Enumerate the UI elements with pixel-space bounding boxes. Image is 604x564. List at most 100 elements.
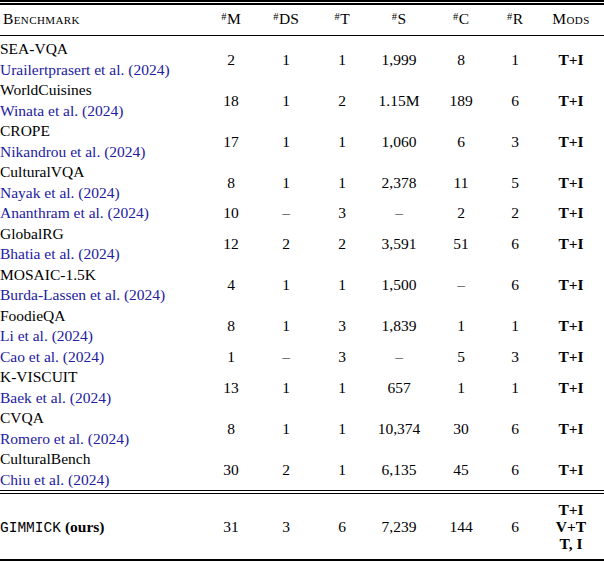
cell-models: 8 bbox=[206, 162, 256, 203]
citation-link[interactable]: Li et al. (2024) bbox=[0, 326, 206, 347]
benchmark-comparison-table: Benchmark #M #DS #T #S #C #R Mods SEA-VQ… bbox=[0, 0, 604, 564]
cell-samples: 3,591 bbox=[368, 224, 430, 265]
cell-regions: 6 bbox=[492, 80, 538, 121]
cell-countries: 45 bbox=[430, 449, 492, 492]
column-header-benchmark: Benchmark bbox=[0, 3, 206, 36]
cell-tasks: 1 bbox=[316, 367, 368, 408]
cell-models: 2 bbox=[206, 36, 256, 81]
citation-link[interactable]: Cao et al. (2024) bbox=[0, 347, 206, 368]
cell-mods: T+I bbox=[538, 121, 604, 162]
cell-countries: 1 bbox=[430, 306, 492, 347]
benchmark-cell: CROPE Nikandrou et al. (2024) bbox=[0, 121, 206, 162]
mods-line: T, I bbox=[538, 535, 604, 552]
benchmark-name: SEA-VQA bbox=[0, 39, 206, 60]
benchmark-name: CulturalVQA bbox=[0, 162, 206, 183]
benchmark-cell: Cao et al. (2024) bbox=[0, 347, 206, 368]
table: Benchmark #M #DS #T #S #C #R Mods SEA-VQ… bbox=[0, 0, 604, 561]
cell-samples: 657 bbox=[368, 367, 430, 408]
cell-countries: 8 bbox=[430, 36, 492, 81]
table-body: SEA-VQA Urailertprasert et al. (2024) 2 … bbox=[0, 36, 604, 493]
column-header-s: #S bbox=[368, 3, 430, 36]
cell-models: 8 bbox=[206, 306, 256, 347]
benchmark-cell: GlobalRG Bhatia et al. (2024) bbox=[0, 224, 206, 265]
cell-mods: T+I bbox=[538, 162, 604, 203]
benchmark-cell: CulturalVQA Nayak et al. (2024) bbox=[0, 162, 206, 203]
header-row: Benchmark #M #DS #T #S #C #R Mods bbox=[0, 3, 604, 36]
cell-regions: 3 bbox=[492, 121, 538, 162]
cell-mods: T+I bbox=[538, 36, 604, 81]
cell-models: 1 bbox=[206, 347, 256, 368]
cell-regions: 6 bbox=[492, 492, 538, 560]
citation-link[interactable]: Burda-Lassen et al. (2024) bbox=[0, 285, 206, 306]
citation-link[interactable]: Baek et al. (2024) bbox=[0, 388, 206, 409]
table-row: K-VISCUIT Baek et al. (2024) 13 1 1 657 … bbox=[0, 367, 604, 408]
cell-samples: 10,374 bbox=[368, 408, 430, 449]
benchmark-cell: MOSAIC-1.5K Burda-Lassen et al. (2024) bbox=[0, 265, 206, 306]
gimmick-benchmark-cell: GIMMICK(ours) bbox=[0, 492, 206, 560]
cell-samples: 7,239 bbox=[368, 492, 430, 560]
cell-datasets: 1 bbox=[256, 36, 316, 81]
table-row: SEA-VQA Urailertprasert et al. (2024) 2 … bbox=[0, 36, 604, 81]
cell-countries: 5 bbox=[430, 347, 492, 368]
cell-tasks: 1 bbox=[316, 265, 368, 306]
cell-countries: 1 bbox=[430, 367, 492, 408]
cell-tasks: 1 bbox=[316, 408, 368, 449]
cell-tasks: 1 bbox=[316, 162, 368, 203]
cell-mods: T+I bbox=[538, 203, 604, 224]
table-row: FoodieQA Li et al. (2024) 8 1 3 1,839 1 … bbox=[0, 306, 604, 347]
cell-samples: 2,378 bbox=[368, 162, 430, 203]
benchmark-name: CulturalBench bbox=[0, 449, 206, 470]
cell-tasks: 3 bbox=[316, 347, 368, 368]
benchmark-cell: K-VISCUIT Baek et al. (2024) bbox=[0, 367, 206, 408]
cell-tasks: 2 bbox=[316, 224, 368, 265]
table-row: CulturalVQA Nayak et al. (2024) 8 1 1 2,… bbox=[0, 162, 604, 203]
cell-samples: 1,500 bbox=[368, 265, 430, 306]
benchmark-cell: CulturalBench Chiu et al. (2024) bbox=[0, 449, 206, 492]
cell-datasets: 2 bbox=[256, 449, 316, 492]
cell-tasks: 3 bbox=[316, 203, 368, 224]
citation-link[interactable]: Ananthram et al. (2024) bbox=[0, 203, 206, 224]
cell-tasks: 3 bbox=[316, 306, 368, 347]
cell-samples: 1.15M bbox=[368, 80, 430, 121]
cell-countries: 30 bbox=[430, 408, 492, 449]
cell-datasets: – bbox=[256, 203, 316, 224]
mods-line: V+T bbox=[538, 518, 604, 535]
column-header-r: #R bbox=[492, 3, 538, 36]
citation-link[interactable]: Romero et al. (2024) bbox=[0, 429, 206, 450]
cell-countries: 6 bbox=[430, 121, 492, 162]
cell-mods: T+I bbox=[538, 408, 604, 449]
cell-regions: 1 bbox=[492, 367, 538, 408]
gimmick-row: GIMMICK(ours) 31 3 6 7,239 144 6 T+I V+T… bbox=[0, 492, 604, 560]
cell-samples: 1,060 bbox=[368, 121, 430, 162]
table-row: WorldCuisines Winata et al. (2024) 18 1 … bbox=[0, 80, 604, 121]
column-header-mods: Mods bbox=[538, 3, 604, 36]
cell-datasets: – bbox=[256, 347, 316, 368]
cell-regions: 1 bbox=[492, 306, 538, 347]
cell-regions: 3 bbox=[492, 347, 538, 368]
cell-models: 18 bbox=[206, 80, 256, 121]
cell-samples: – bbox=[368, 347, 430, 368]
cell-datasets: 3 bbox=[256, 492, 316, 560]
cell-models: 13 bbox=[206, 367, 256, 408]
cell-mods: T+I bbox=[538, 224, 604, 265]
table-row: Ananthram et al. (2024) 10 – 3 – 2 2 T+I bbox=[0, 203, 604, 224]
cell-samples: 6,135 bbox=[368, 449, 430, 492]
cell-datasets: 1 bbox=[256, 80, 316, 121]
benchmark-cell: SEA-VQA Urailertprasert et al. (2024) bbox=[0, 36, 206, 81]
citation-link[interactable]: Chiu et al. (2024) bbox=[0, 470, 206, 491]
cell-regions: 2 bbox=[492, 203, 538, 224]
column-header-c: #C bbox=[430, 3, 492, 36]
cell-datasets: 1 bbox=[256, 306, 316, 347]
cell-models: 10 bbox=[206, 203, 256, 224]
cell-regions: 6 bbox=[492, 224, 538, 265]
citation-link[interactable]: Nayak et al. (2024) bbox=[0, 183, 206, 204]
citation-link[interactable]: Bhatia et al. (2024) bbox=[0, 244, 206, 265]
benchmark-name: GlobalRG bbox=[0, 224, 206, 245]
citation-link[interactable]: Urailertprasert et al. (2024) bbox=[0, 60, 206, 81]
cell-models: 12 bbox=[206, 224, 256, 265]
citation-link[interactable]: Nikandrou et al. (2024) bbox=[0, 142, 206, 163]
citation-link[interactable]: Winata et al. (2024) bbox=[0, 101, 206, 122]
benchmark-name: CVQA bbox=[0, 408, 206, 429]
cell-mods: T+I V+T T, I bbox=[538, 492, 604, 560]
cell-regions: 6 bbox=[492, 449, 538, 492]
